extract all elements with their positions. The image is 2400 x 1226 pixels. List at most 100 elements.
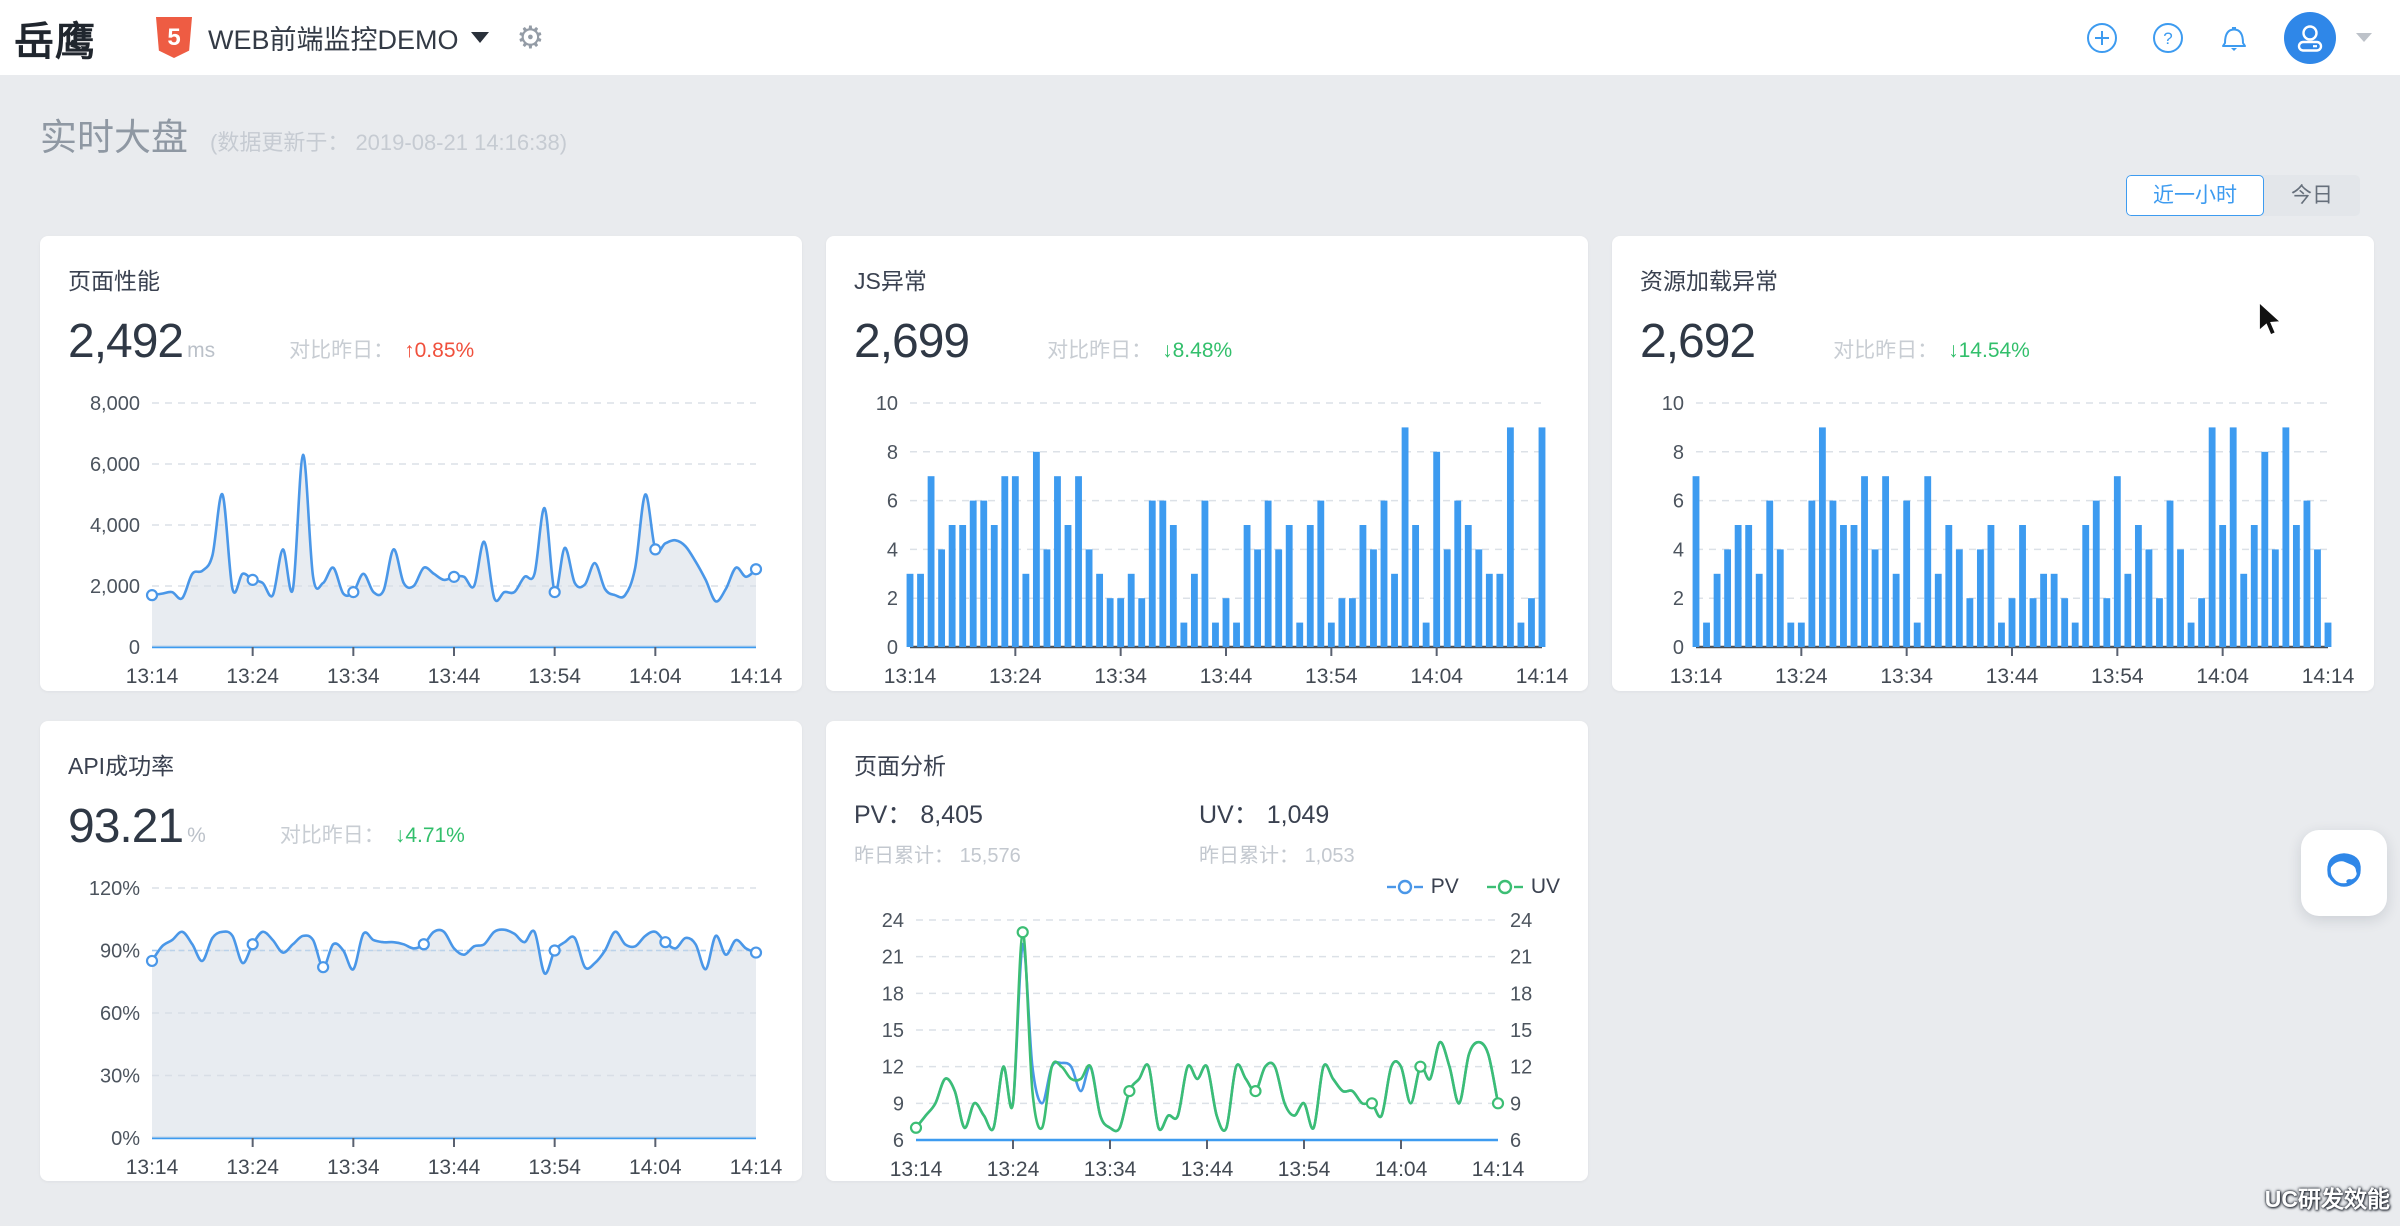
card-title: 页面分析: [854, 753, 946, 779]
customer-service-button[interactable]: [2301, 830, 2387, 916]
compare-label: 对比昨日：: [289, 339, 395, 362]
js-errors-chart[interactable]: 0 2 4 6 8 10 13:14 13:24 13:34 13:44 13:54 14:04 14:…: [854, 391, 1569, 691]
svg-text:9: 9: [893, 1093, 904, 1115]
app-selector[interactable]: WEB前端监控DEMO: [208, 18, 489, 57]
uv-legend-marker-icon: [1486, 879, 1523, 895]
compare-label: 对比昨日：: [279, 824, 385, 847]
svg-text:0%: 0%: [111, 1128, 140, 1150]
card-page-performance: 页面性能 2,492 ms 对比昨日： ↑0.85% 0 2,000 4,000 6,…: [40, 236, 802, 691]
resource-errors-chart[interactable]: 0 2 4 6 8 10 13:14 13:24 13:34 13:44 13:54 14:04 14:…: [1640, 391, 2355, 691]
svg-text:14:04: 14:04: [2196, 665, 2249, 688]
svg-text:13:24: 13:24: [987, 1158, 1040, 1181]
uv-block: UV： 1,049 昨日累计： 1,053: [1199, 795, 1544, 868]
svg-text:13:34: 13:34: [1880, 665, 1933, 688]
svg-text:120%: 120%: [89, 878, 140, 900]
delta-value: ↓8.48%: [1162, 339, 1233, 362]
help-circle-icon[interactable]: ?: [2152, 22, 2184, 54]
svg-text:14:14: 14:14: [1472, 1158, 1525, 1181]
metric-value: 2,692: [1640, 315, 1756, 368]
range-button-last-hour[interactable]: 近一小时: [2126, 175, 2264, 216]
time-range-toggle: 近一小时 今日: [40, 175, 2360, 216]
svg-text:21: 21: [882, 947, 904, 969]
svg-text:18: 18: [1510, 983, 1532, 1005]
metric-value: 2,492: [68, 315, 184, 368]
page-head: 实时大盘 (数据更新于： 2019-08-21 14:16:38): [40, 107, 2360, 161]
svg-text:12: 12: [882, 1057, 904, 1079]
svg-text:0: 0: [887, 637, 898, 659]
svg-text:14:14: 14:14: [730, 1156, 783, 1179]
svg-text:13:54: 13:54: [2091, 665, 2144, 688]
svg-text:14:14: 14:14: [1516, 665, 1569, 688]
svg-text:13:34: 13:34: [327, 1156, 380, 1179]
svg-text:6,000: 6,000: [90, 454, 140, 476]
card-page-analysis: 页面分析 PV： 8,405 昨日累计： 15,576 UV： 1,049 昨日累计…: [826, 721, 1588, 1181]
svg-text:13:54: 13:54: [1305, 665, 1358, 688]
svg-text:6: 6: [1673, 491, 1684, 513]
card-title: API成功率: [68, 753, 175, 779]
empty-grid-cell: [1612, 721, 2374, 1181]
range-button-today[interactable]: 今日: [2264, 175, 2360, 216]
legend-item-pv[interactable]: PV: [1386, 875, 1459, 899]
html5-icon: 5: [156, 17, 192, 58]
pv-uv-chart[interactable]: 6 6 9 9 12 12 15 15 18 18 21 21 24 24 13:14 13:24 13:34 1…: [854, 908, 1560, 1184]
svg-text:10: 10: [876, 393, 898, 415]
legend-item-uv[interactable]: UV: [1486, 875, 1560, 899]
svg-text:0: 0: [1673, 637, 1684, 659]
header-actions: ?: [2086, 11, 2372, 64]
svg-text:13:14: 13:14: [884, 665, 937, 688]
svg-text:18: 18: [882, 983, 904, 1005]
add-circle-icon[interactable]: [2086, 22, 2118, 54]
compare-label: 对比昨日：: [1833, 339, 1939, 362]
svg-text:15: 15: [882, 1020, 904, 1042]
pv-legend-marker-icon: [1386, 879, 1423, 895]
compare-label: 对比昨日：: [1047, 339, 1153, 362]
delta-value: ↓4.71%: [394, 824, 465, 847]
svg-text:9: 9: [1510, 1093, 1521, 1115]
svg-text:60%: 60%: [100, 1003, 140, 1025]
svg-text:24: 24: [1510, 910, 1532, 932]
legend-label: PV: [1430, 875, 1459, 898]
api-success-chart[interactable]: 0% 30% 60% 90% 120% 13:14 13:24 13:34 13:44 13:54…: [68, 876, 783, 1182]
svg-text:2,000: 2,000: [90, 576, 140, 598]
chevron-down-icon: [470, 32, 489, 43]
svg-text:2: 2: [1673, 588, 1684, 610]
page-performance-chart[interactable]: 0 2,000 4,000 6,000 8,000 13:14 13:24 13:34 13:4…: [68, 391, 783, 691]
pv-value: 8,405: [920, 801, 983, 829]
svg-text:30%: 30%: [100, 1066, 140, 1088]
svg-text:13:14: 13:14: [126, 665, 179, 688]
card-title: JS异常: [854, 268, 927, 294]
svg-text:13:44: 13:44: [1181, 1158, 1234, 1181]
pv-block: PV： 8,405 昨日累计： 15,576: [854, 795, 1199, 868]
page-title: 实时大盘: [40, 117, 188, 158]
svg-text:13:34: 13:34: [1084, 1158, 1137, 1181]
svg-text:?: ?: [2163, 29, 2172, 48]
svg-text:14:04: 14:04: [1375, 1158, 1428, 1181]
svg-text:8,000: 8,000: [90, 393, 140, 415]
avatar-chevron-icon[interactable]: [2356, 33, 2372, 42]
uv-yesterday-value: 1,053: [1304, 845, 1355, 867]
watermark: UC研发效能: [2264, 1186, 2390, 1212]
svg-text:14:04: 14:04: [629, 665, 682, 688]
svg-text:13:14: 13:14: [890, 1158, 943, 1181]
svg-text:14:04: 14:04: [1410, 665, 1463, 688]
svg-text:90%: 90%: [100, 941, 140, 963]
data-update-note: (数据更新于： 2019-08-21 14:16:38): [210, 130, 568, 155]
svg-text:14:04: 14:04: [629, 1156, 682, 1179]
svg-text:21: 21: [1510, 947, 1532, 969]
settings-gear-icon[interactable]: ⚙: [516, 20, 545, 55]
svg-text:24: 24: [882, 910, 904, 932]
person-icon: [2297, 24, 2323, 52]
pv-yesterday-label: 昨日累计：: [854, 845, 954, 867]
user-avatar[interactable]: [2284, 11, 2336, 64]
metric-unit: ms: [187, 339, 216, 362]
bell-icon[interactable]: [2218, 22, 2250, 54]
svg-text:6: 6: [893, 1130, 904, 1152]
svg-text:10: 10: [1662, 393, 1684, 415]
svg-text:4: 4: [1673, 539, 1684, 561]
dashboard-main: 实时大盘 (数据更新于： 2019-08-21 14:16:38) 近一小时 今…: [0, 107, 2400, 1181]
svg-text:13:14: 13:14: [126, 1156, 179, 1179]
delta-value: ↓14.54%: [1948, 339, 2030, 362]
svg-text:12: 12: [1510, 1057, 1532, 1079]
app-title: WEB前端监控DEMO: [208, 25, 459, 55]
svg-text:4,000: 4,000: [90, 515, 140, 537]
